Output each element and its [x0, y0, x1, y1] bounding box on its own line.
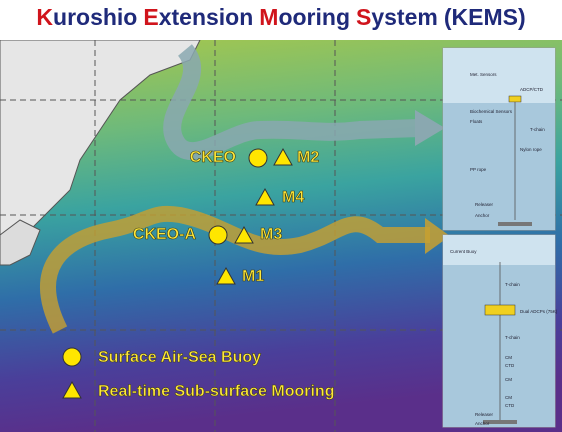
panel-labels: Current Buoy T-chain Dual ADCPs (75K) T-cha…: [450, 249, 558, 426]
title-rest: xtension: [158, 4, 254, 30]
panel-label: T-chain: [530, 127, 545, 132]
panel: [442, 47, 556, 231]
arrow-head: [415, 110, 445, 146]
mooring-marker: [273, 147, 293, 166]
panel: [442, 234, 556, 428]
title-word: (KEMS): [444, 4, 526, 30]
station-label: CKEO: [190, 149, 236, 166]
title-initial: E: [143, 4, 159, 30]
panel-label: Releaser: [475, 412, 494, 417]
panel-label: CM: [505, 395, 512, 400]
title-initial: K: [36, 4, 54, 30]
panel-label: CTD: [505, 363, 515, 368]
mooring-marker: [216, 266, 236, 285]
mooring-marker: [234, 225, 254, 244]
legend-label: Real-time Sub-surface Mooring: [98, 383, 334, 400]
buoy-marker: [62, 347, 82, 367]
markers: [62, 147, 293, 399]
station-label: M4: [282, 189, 304, 206]
title-initial: S: [356, 4, 372, 30]
title-rest: uroshio: [53, 4, 138, 30]
title-rest: ystem: [371, 4, 438, 30]
title-rest: ooring: [278, 4, 350, 30]
buoy-marker: [208, 225, 228, 245]
kuroshio-arrow: [40, 205, 430, 334]
panel-label: Met. Sensors: [470, 72, 497, 77]
current-arrow: [163, 44, 421, 161]
panel-label: Dual ADCPs (75K): [520, 309, 558, 314]
panel-label: CM: [505, 355, 512, 360]
panel-label: T-chain: [505, 335, 520, 340]
station-label: M2: [297, 149, 319, 166]
land: [0, 219, 41, 266]
panel-label: Current Buoy: [450, 249, 477, 254]
station-label: CKEO-A: [133, 226, 197, 243]
panel-label: CTD: [505, 403, 515, 408]
title-rest: (KEMS): [443, 4, 526, 30]
arrow-head: [425, 218, 450, 254]
mooring-marker: [255, 187, 275, 206]
panel-label: Anchor: [475, 213, 490, 218]
map: CKEO M2 M4 CKEO-A M3 M1 Surface Air-Sea …: [0, 40, 562, 432]
buoy-marker: [248, 148, 268, 168]
title-word: Mooring: [259, 4, 350, 30]
title-word: Extension: [143, 4, 253, 30]
title-initial: M: [259, 4, 279, 30]
panel-label: CM: [505, 377, 512, 382]
title-word: Kuroshio: [36, 4, 137, 30]
panel-label: Nylon rope: [520, 147, 542, 152]
panel-label: Biochemical Sensors: [470, 109, 513, 114]
mooring-marker: [62, 380, 82, 399]
panel-label: ADCP/CTD: [520, 87, 544, 92]
panel-label: T-chain: [505, 282, 520, 287]
station-label: M1: [242, 268, 264, 285]
title-word: System: [356, 4, 438, 30]
panel-labels: Met. Sensors ADCP/CTD Biochemical Sensors F…: [470, 72, 545, 218]
panel-label: PP rope: [470, 167, 487, 172]
panel-label: Releaser: [475, 202, 494, 207]
title: Kuroshio Extension Mooring System (KEMS): [0, 4, 562, 31]
legend-label: Surface Air-Sea Buoy: [98, 349, 261, 366]
station-label: M3: [260, 226, 282, 243]
panel-label: Floats: [470, 119, 483, 124]
panel-label: Anchor: [475, 421, 490, 426]
